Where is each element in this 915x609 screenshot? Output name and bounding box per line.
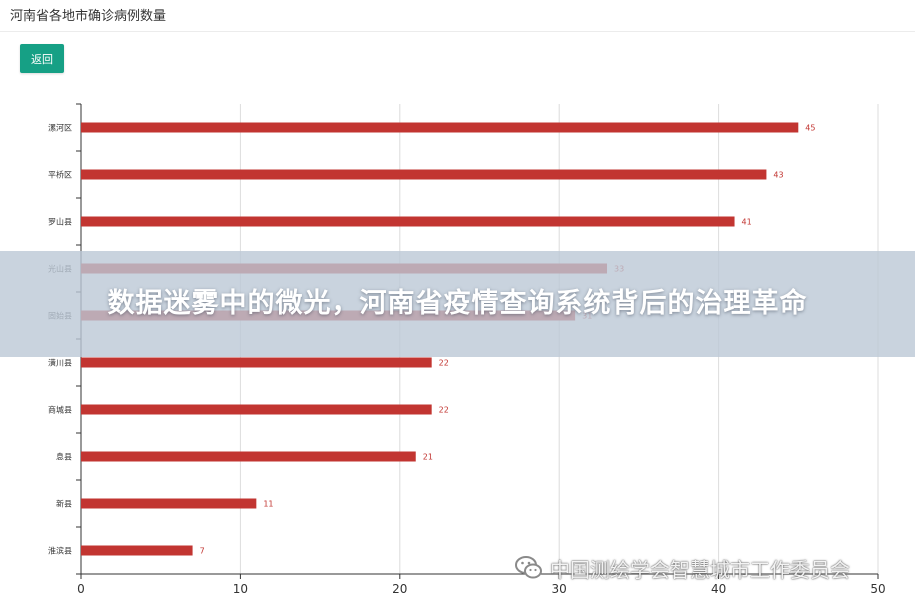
watermark: 中国测绘学会智慧城市工作委员会 xyxy=(514,554,850,582)
category-label: 漯河区 xyxy=(48,123,72,133)
page-header: 河南省各地市确诊病例数量 xyxy=(0,0,915,32)
value-label: 22 xyxy=(439,406,449,415)
value-label: 41 xyxy=(742,218,752,227)
bar xyxy=(81,216,735,227)
x-tick-label: 40 xyxy=(711,582,726,596)
page-title: 河南省各地市确诊病例数量 xyxy=(10,9,167,24)
value-label: 43 xyxy=(773,171,783,180)
wechat-icon xyxy=(515,556,542,579)
category-label: 息县 xyxy=(56,452,72,462)
category-label: 淮滨县 xyxy=(48,546,72,556)
watermark-text: 中国测绘学会智慧城市工作委员会 xyxy=(550,557,850,582)
category-label: 商城县 xyxy=(48,405,72,415)
bar xyxy=(81,357,432,368)
value-label: 45 xyxy=(805,124,815,133)
bar xyxy=(81,545,193,556)
value-label: 11 xyxy=(263,500,273,509)
x-tick-label: 0 xyxy=(77,582,85,596)
x-tick-label: 20 xyxy=(392,582,407,596)
x-tick-label: 50 xyxy=(870,582,885,596)
category-label: 罗山县 xyxy=(48,217,72,227)
value-label: 7 xyxy=(200,547,205,556)
back-button[interactable]: 返回 xyxy=(20,44,64,73)
bar xyxy=(81,122,799,133)
bar xyxy=(81,498,257,509)
value-label: 21 xyxy=(423,453,433,462)
headline-banner: 数据迷雾中的微光，河南省疫情查询系统背后的治理革命 xyxy=(0,251,915,357)
category-label: 新县 xyxy=(56,499,72,509)
bar xyxy=(81,404,432,415)
headline-text: 数据迷雾中的微光，河南省疫情查询系统背后的治理革命 xyxy=(107,288,808,319)
bar xyxy=(81,169,767,180)
x-tick-label: 30 xyxy=(552,582,567,596)
x-tick-label: 10 xyxy=(233,582,248,596)
bar xyxy=(81,451,416,462)
category-label: 潢川县 xyxy=(48,358,72,368)
value-label: 22 xyxy=(439,359,449,368)
category-label: 平桥区 xyxy=(48,170,72,180)
